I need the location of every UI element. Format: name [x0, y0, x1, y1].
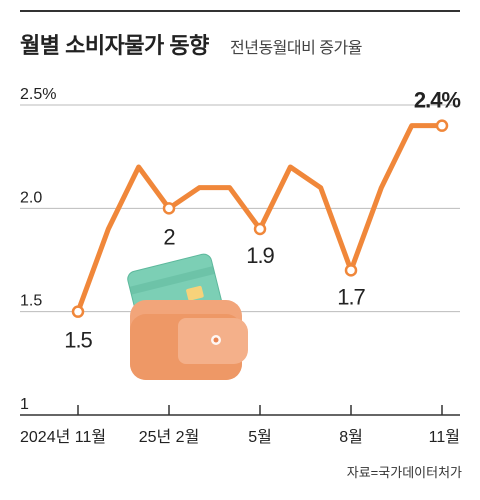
data-point-marker [71, 305, 85, 318]
top-rule [20, 10, 460, 12]
wallet-with-card-icon [127, 253, 248, 380]
y-tick-label: 2.5% [20, 86, 56, 103]
data-label: 1.7 [337, 284, 365, 309]
x-tick-label: 8월 [339, 428, 363, 446]
y-tick-label: 2.0 [20, 189, 42, 206]
data-labels: 1.5 2 1.9 1.7 2.4% [64, 88, 461, 353]
source-note: 자료=국가데이터처가 [346, 465, 462, 480]
data-point-marker [435, 119, 449, 132]
chart-subtitle: 전년동월대비 증가율 [230, 40, 362, 57]
y-tick-label: 1.5 [20, 293, 42, 310]
data-label: 2 [163, 224, 175, 249]
data-point-marker [344, 264, 358, 277]
x-tick-label: 11월 [429, 428, 460, 446]
x-tick-label: 25년 2월 [139, 428, 200, 446]
y-tick-label: 1 [20, 396, 29, 413]
grid-lines: 1 1.5 2.0 2.5% [20, 86, 460, 413]
x-tick-label: 2024년 11월 [20, 428, 106, 446]
data-label: 1.9 [246, 243, 274, 268]
data-markers [71, 119, 449, 318]
chart-title: 월별 소비자물가 동향 [20, 33, 209, 58]
x-tick-label: 5월 [248, 428, 272, 446]
data-point-marker [253, 222, 267, 236]
data-label: 1.5 [64, 328, 92, 353]
data-label: 2.4% [414, 88, 461, 113]
data-point-marker [162, 202, 176, 215]
axes: 2024년 11월 25년 2월 5월 8월 11월 [20, 405, 460, 446]
